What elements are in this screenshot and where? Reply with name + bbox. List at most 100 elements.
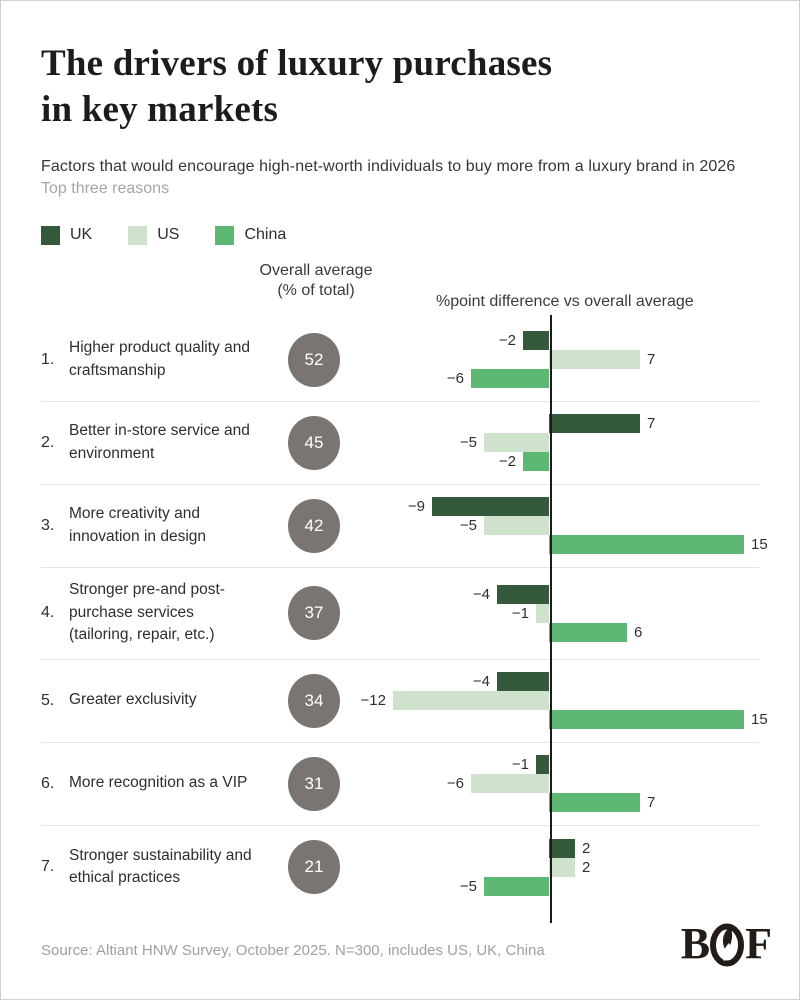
column-headers: Overall average (% of total) %point diff… bbox=[41, 261, 759, 313]
average-header-line1: Overall average bbox=[259, 261, 373, 279]
row-identity: 5. Greater exclusivity bbox=[41, 689, 269, 711]
driver-row-4: 4. Stronger pre-and post-purchase service… bbox=[41, 568, 759, 660]
row-identity: 3. More creativity and innovation in desi… bbox=[41, 503, 269, 548]
row-rank: 5. bbox=[41, 691, 55, 709]
overall-average-badge: 52 bbox=[288, 332, 340, 387]
row-identity: 4. Stronger pre-and post-purchase service… bbox=[41, 579, 269, 646]
bar-value-china: 15 bbox=[751, 711, 768, 728]
bar-china bbox=[549, 710, 744, 729]
bars-group: −9 −5 15 bbox=[359, 497, 768, 554]
bar-value-china: −2 bbox=[498, 453, 516, 470]
row-identity: 7. Stronger sustainability and ethical pr… bbox=[41, 845, 269, 890]
row-rank: 4. bbox=[41, 604, 55, 621]
bar-value-uk: −1 bbox=[511, 756, 529, 773]
legend-item-uk: UK bbox=[41, 225, 93, 245]
bars-group: −1 −6 7 bbox=[359, 755, 759, 812]
row-rank: 3. bbox=[41, 516, 55, 534]
bar-uk bbox=[536, 755, 549, 774]
logo-o-ornament-icon bbox=[710, 923, 745, 967]
row-identity: 6. More recognition as a VIP bbox=[41, 772, 269, 794]
row-label: Stronger sustainability and ethical prac… bbox=[69, 846, 252, 886]
average-circle-column: 45 bbox=[269, 415, 359, 470]
overall-average-badge: 21 bbox=[288, 840, 340, 894]
row-label: More creativity and innovation in design bbox=[69, 505, 207, 545]
row-label: Better in-store service and environment bbox=[69, 422, 250, 462]
bar-value-us: −1 bbox=[511, 604, 529, 622]
legend-swatch-china bbox=[215, 225, 235, 245]
bar-china bbox=[549, 535, 744, 554]
bar-value-us: −5 bbox=[459, 434, 477, 451]
overall-average-badge: 37 bbox=[288, 586, 340, 640]
bar-china bbox=[484, 876, 549, 896]
difference-column-header: %point difference vs overall average bbox=[436, 292, 694, 310]
bar-china bbox=[549, 793, 640, 812]
row-rank: 7. bbox=[41, 858, 55, 875]
overall-average-badge: 45 bbox=[288, 415, 340, 470]
legend-label: China bbox=[244, 226, 287, 243]
bar-us bbox=[484, 433, 549, 452]
average-circle-column: 37 bbox=[269, 586, 359, 640]
row-label: Greater exclusivity bbox=[69, 691, 197, 709]
bar-china bbox=[523, 452, 549, 471]
driver-row-5: 5. Greater exclusivity 34 −4 −12 15 bbox=[41, 660, 768, 743]
bar-us bbox=[484, 516, 549, 535]
bar-value-uk: 7 bbox=[647, 415, 656, 432]
bars-group: 2 2 −5 bbox=[359, 838, 759, 896]
average-header-line2: (% of total) bbox=[277, 282, 355, 300]
chart-subtitle: Factors that would encourage high-net-wo… bbox=[41, 157, 736, 175]
source-note: Source: Altiant HNW Survey, October 2025… bbox=[41, 942, 545, 959]
bar-value-china: −6 bbox=[446, 370, 464, 387]
bar-uk bbox=[497, 584, 549, 604]
bar-value-uk: 2 bbox=[582, 839, 591, 857]
average-circle-column: 31 bbox=[269, 756, 359, 811]
bar-uk bbox=[549, 414, 640, 433]
bar-us bbox=[393, 691, 549, 710]
logo-letter-b: B bbox=[680, 919, 710, 968]
row-identity: 1. Higher product quality and craftsmansh… bbox=[41, 337, 269, 382]
row-rank: 1. bbox=[41, 350, 55, 368]
average-circle-column: 21 bbox=[269, 840, 359, 894]
bar-value-us: 2 bbox=[582, 858, 591, 876]
bar-value-china: 7 bbox=[647, 794, 656, 811]
legend-item-us: US bbox=[128, 225, 180, 245]
average-circle-column: 34 bbox=[269, 673, 359, 728]
row-label: More recognition as a VIP bbox=[69, 774, 248, 792]
bars-group: −4 −12 15 bbox=[359, 672, 768, 729]
bar-value-us: 7 bbox=[647, 351, 656, 368]
bar-us bbox=[471, 774, 549, 793]
bar-value-china: 6 bbox=[634, 623, 643, 641]
legend: UK US China bbox=[41, 225, 759, 245]
average-circle-column: 52 bbox=[269, 332, 359, 387]
legend-swatch-us bbox=[128, 225, 148, 245]
driver-row-2: 2. Better in-store service and environmen… bbox=[41, 402, 759, 485]
bar-uk bbox=[432, 497, 549, 516]
bars-group: −4 −1 6 bbox=[359, 584, 759, 642]
bar-uk bbox=[497, 672, 549, 691]
bar-value-uk: −4 bbox=[472, 585, 490, 603]
footer: Source: Altiant HNW Survey, October 2025… bbox=[41, 919, 772, 981]
average-circle-column: 42 bbox=[269, 498, 359, 553]
row-identity: 2. Better in-store service and environmen… bbox=[41, 420, 269, 465]
legend-label: UK bbox=[70, 226, 93, 243]
bar-us bbox=[549, 857, 575, 877]
overall-average-badge: 31 bbox=[288, 756, 340, 811]
legend-swatch-uk bbox=[41, 225, 60, 245]
average-column-header: Overall average (% of total) bbox=[236, 261, 396, 303]
page-title: The drivers of luxury purchases in key m… bbox=[41, 41, 759, 134]
bars-group: 7 −5 −2 bbox=[359, 414, 759, 471]
bar-us bbox=[536, 603, 549, 623]
bar-value-us: −5 bbox=[459, 517, 477, 534]
bar-us bbox=[549, 350, 640, 369]
driver-row-1: 1. Higher product quality and craftsmansh… bbox=[41, 319, 759, 402]
legend-label: US bbox=[157, 226, 180, 243]
bar-china bbox=[549, 622, 627, 642]
driver-row-3: 3. More creativity and innovation in desi… bbox=[41, 485, 768, 568]
bar-value-uk: −9 bbox=[407, 498, 425, 515]
zero-axis-line bbox=[550, 314, 552, 923]
bar-value-china: 15 bbox=[751, 536, 768, 553]
bar-uk bbox=[523, 331, 549, 350]
bar-china bbox=[471, 369, 549, 388]
bar-value-us: −6 bbox=[446, 775, 464, 792]
logo-letter-f: F bbox=[745, 919, 772, 968]
